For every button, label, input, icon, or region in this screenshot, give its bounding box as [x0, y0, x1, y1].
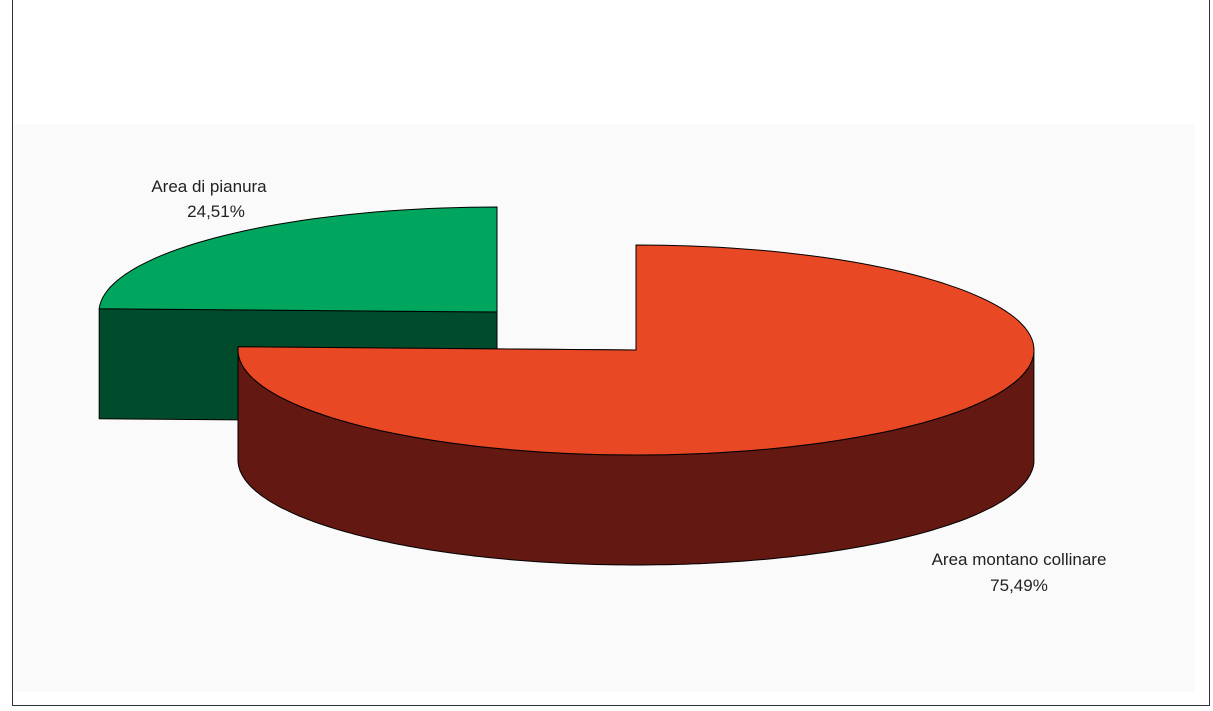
slice-top-montano — [237, 244, 1035, 456]
slice-label-montano: Area montano collinare — [932, 550, 1107, 569]
slice-label-pianura: Area di pianura — [151, 177, 267, 196]
slice-label-group-pianura: Area di pianura 24,51% — [151, 177, 267, 221]
slice-value-pianura: 24,51% — [187, 202, 245, 221]
slices-layer — [98, 206, 1035, 566]
slice-top-pianura — [98, 206, 498, 313]
slice-value-montano: 75,49% — [990, 576, 1048, 595]
slice-label-group-montano: Area montano collinare 75,49% — [932, 550, 1107, 595]
